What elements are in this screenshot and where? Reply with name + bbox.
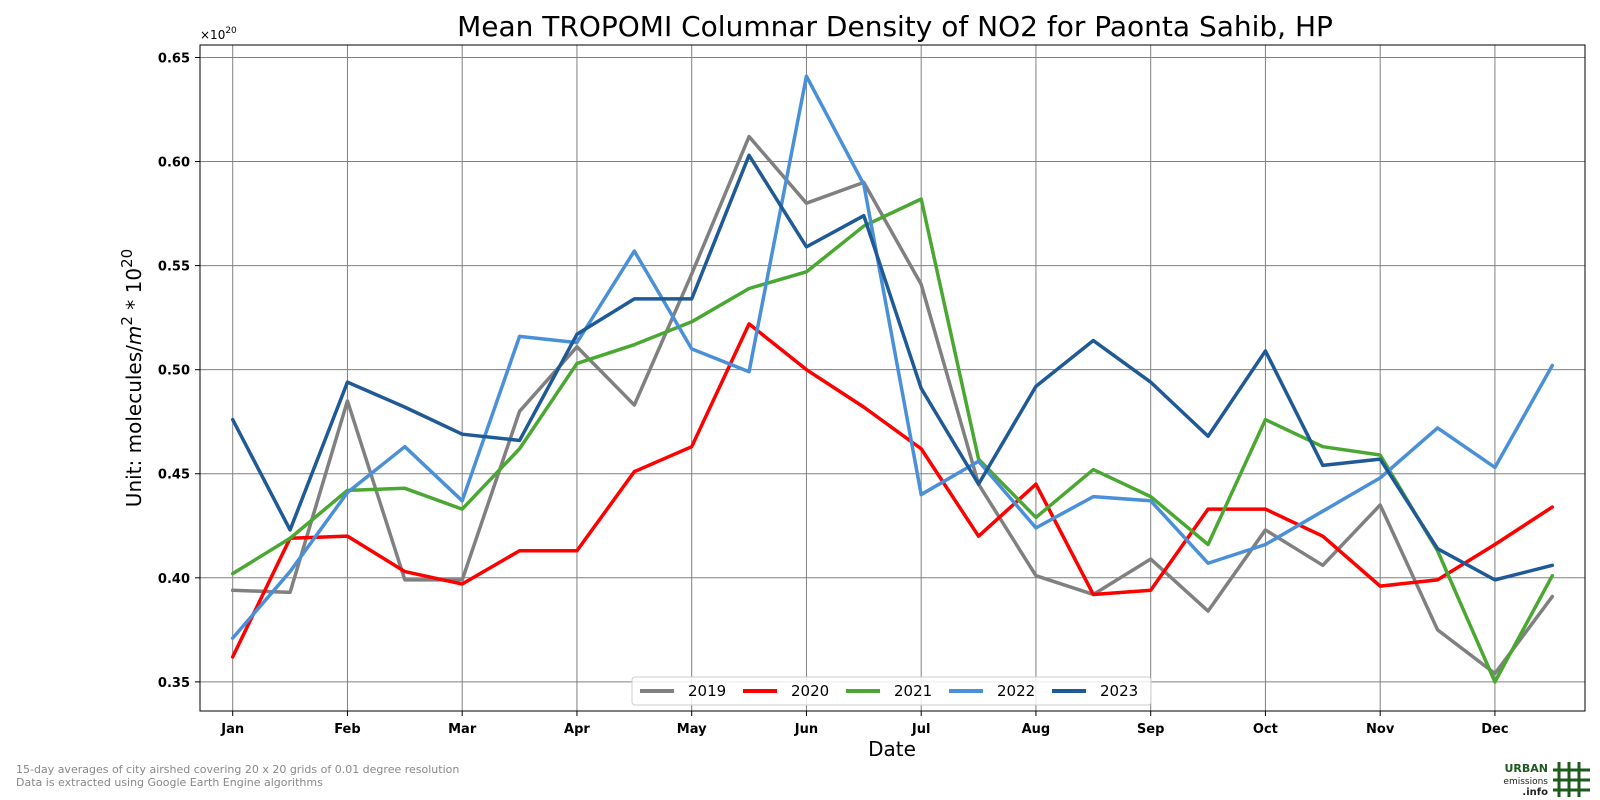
chart-title: Mean TROPOMI Columnar Density of NO2 for… [457,10,1333,43]
offset-base: ×10 [200,28,225,42]
series-line-2019 [230,134,1555,676]
offset-exponent: 20 [225,26,237,36]
x-tick-label: Dec [1481,722,1508,737]
x-tick-label: Feb [334,722,360,737]
series-line-2020 [230,322,1555,659]
legend-label-2023: 2023 [1100,682,1138,700]
x-tick-label: Aug [1022,722,1051,737]
x-tick-label: May [677,722,707,737]
grid-lines [200,45,1585,711]
x-tick-label: Jun [794,722,818,737]
y-tick-label: 0.35 [158,676,190,691]
legend: 2019 2020 2021 2022 2023 [631,676,1152,706]
y-offset-label: ×1020 [200,26,237,42]
logo-text-emissions: emissions [1503,777,1548,787]
legend-box [631,676,1152,706]
logo-text-urban: URBAN [1504,762,1548,775]
y-tick-label: 0.65 [158,51,190,66]
axis-ticks: 0.35 0.40 0.45 0.50 0.55 0.60 0.65 Jan Feb Mar Apr… [158,51,1509,737]
x-tick-label: Apr [564,722,590,737]
series-lines [230,74,1555,684]
y-axis-title-mid: * 10 [122,268,146,316]
y-tick-label: 0.45 [158,468,190,483]
footnote-line-2: Data is extracted using Google Earth Eng… [16,776,323,789]
y-tick-label: 0.40 [158,572,190,587]
y-axis-title-unit: m [122,326,146,345]
x-tick-label: Oct [1253,722,1278,737]
footnote-line-1: 15-day averages of city airshed covering… [16,763,460,776]
plot-frame [199,44,1586,712]
logo-text-info: .info [1522,787,1548,798]
y-tick-label: 0.60 [158,156,190,171]
y-tick-label: 0.50 [158,364,190,379]
series-line-2021 [230,197,1555,684]
x-axis-title: Date [868,737,916,761]
series-line-2022 [230,74,1555,640]
legend-label-2020: 2020 [791,682,829,700]
x-tick-label: Nov [1366,722,1395,737]
urban-emissions-logo: URBAN emissions .info [1503,762,1590,798]
x-tick-label: Jul [911,722,931,737]
series-line-2023 [230,153,1555,582]
logo-grid-icon [1553,762,1590,797]
legend-label-2022: 2022 [997,682,1035,700]
y-tick-label: 0.55 [158,260,190,275]
y-axis-title: Unit: molecules/m2 * 1020 [118,249,146,507]
y-axis-title-prefix: Unit: molecules/ [122,345,146,507]
legend-label-2019: 2019 [688,682,726,700]
legend-label-2021: 2021 [894,682,932,700]
x-tick-label: Jan [220,722,244,737]
y-axis-title-scale-exp: 20 [118,249,136,268]
x-tick-label: Sep [1137,722,1165,737]
x-tick-label: Mar [448,722,477,737]
y-axis-title-unit-exp: 2 [118,316,136,326]
